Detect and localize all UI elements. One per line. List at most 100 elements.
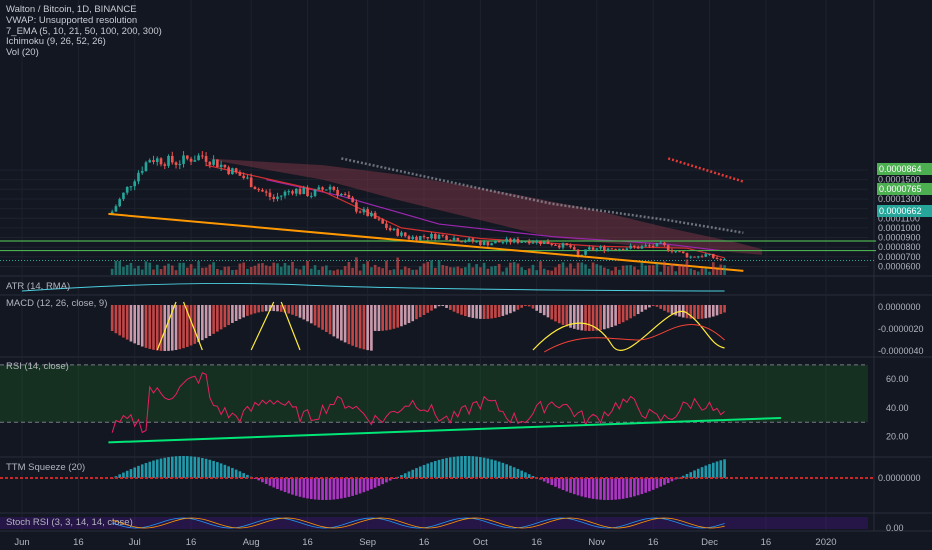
macd-bar: [377, 305, 381, 331]
macd-bar: [219, 305, 223, 330]
volume-group: [110, 257, 726, 275]
volume-bar: [370, 267, 373, 275]
time-tick-label: 16: [648, 537, 659, 548]
volume-bar: [249, 266, 253, 275]
macd-bar: [490, 305, 493, 319]
candle-body: [445, 235, 448, 240]
ttm-bar: [242, 473, 245, 478]
macd-bar: [137, 305, 140, 346]
ttm-bar: [261, 478, 264, 483]
macd-bar: [242, 305, 245, 318]
candle-body: [189, 158, 193, 162]
ttm-bar: [636, 478, 640, 496]
macd-bar: [430, 305, 433, 311]
ttm-bar: [418, 466, 422, 478]
ttm-bar: [332, 478, 336, 500]
macd-bar: [565, 305, 569, 327]
candle-body: [118, 199, 121, 207]
ttm-bar: [587, 478, 591, 499]
candle-body: [625, 248, 629, 251]
macd-bar: [723, 305, 726, 313]
ema-200-line: [667, 157, 744, 183]
volume-bar: [366, 261, 369, 275]
volume-bar: [606, 268, 610, 275]
macd-bar: [633, 305, 636, 317]
ttm-bar: [512, 467, 516, 478]
ttm-bar: [118, 474, 121, 478]
macd-bar: [343, 305, 347, 343]
macd-bar: [396, 305, 400, 328]
macd-line-early: [156, 301, 301, 351]
macd-bar: [400, 305, 403, 327]
time-tick-label: Jun: [14, 537, 29, 548]
ttm-bar: [479, 457, 482, 478]
candle-body: [475, 241, 478, 243]
ttm-bar: [693, 470, 696, 478]
candle-body: [689, 256, 693, 258]
candle-body: [170, 155, 174, 163]
candle-body: [494, 241, 497, 244]
stoch-tick-label: 0.00: [886, 523, 904, 533]
candle-body: [700, 256, 704, 258]
ttm-bar: [603, 478, 606, 500]
macd-bar: [257, 305, 261, 313]
candle-body: [681, 251, 685, 254]
candle-body: [704, 254, 708, 257]
price-tick-label: 0.0001500: [878, 175, 921, 185]
ttm-bar: [227, 466, 230, 478]
candle-body: [167, 155, 170, 166]
volume-bar: [670, 263, 674, 275]
volume-bar: [467, 263, 471, 275]
price-tick-label: 0.0001100: [878, 213, 920, 223]
volume-bar: [216, 268, 219, 275]
time-tick-label: 16: [419, 537, 430, 548]
ttm-bar: [633, 478, 636, 497]
volume-bar: [561, 262, 565, 275]
volume-bar: [309, 268, 313, 275]
ttm-bar: [178, 456, 182, 478]
time-tick-label: 16: [531, 537, 542, 548]
candle-body: [122, 192, 125, 200]
macd-bar: [411, 305, 415, 322]
candle-body: [159, 158, 163, 165]
time-tick-label: Dec: [701, 537, 718, 548]
ttm-bar: [264, 478, 268, 484]
ttm-bar: [704, 465, 708, 478]
macd-bar: [321, 305, 324, 330]
volume-bar: [591, 262, 595, 275]
macd-bar: [715, 305, 719, 316]
macd-bar: [392, 305, 396, 329]
macd-bar: [302, 305, 306, 320]
macd-bar: [114, 305, 118, 334]
ttm-bar: [509, 465, 512, 478]
ttm-bar: [403, 473, 407, 478]
price-tick-label: 0.0000800: [878, 242, 921, 252]
candle-body: [302, 187, 306, 195]
macd-bar: [294, 305, 298, 317]
macd-bar: [636, 305, 640, 315]
ttm-bar: [370, 478, 373, 490]
macd-bar: [711, 305, 715, 317]
macd-bar: [163, 305, 167, 351]
ttm-bar: [411, 469, 415, 478]
volume-bar: [411, 269, 415, 275]
candle-body: [208, 161, 212, 165]
candle-body: [321, 187, 324, 190]
candle-body: [403, 232, 407, 237]
macd-pane-title: MACD (12, 26, close, 9): [6, 298, 108, 309]
ichimoku-cloud: [206, 158, 763, 255]
candle-body: [441, 234, 445, 236]
macd-bar: [148, 305, 152, 349]
candle-body: [294, 188, 298, 194]
candle-body: [197, 155, 200, 161]
volume-bar: [681, 264, 685, 275]
macd-bar: [584, 305, 587, 331]
volume-bar: [159, 269, 163, 275]
ttm-bar: [475, 456, 478, 478]
volume-bar: [437, 260, 441, 275]
ttm-pane-title: TTM Squeeze (20): [6, 462, 86, 473]
macd-bar: [291, 305, 294, 315]
volume-bar: [148, 262, 152, 275]
candle-body: [185, 155, 189, 159]
